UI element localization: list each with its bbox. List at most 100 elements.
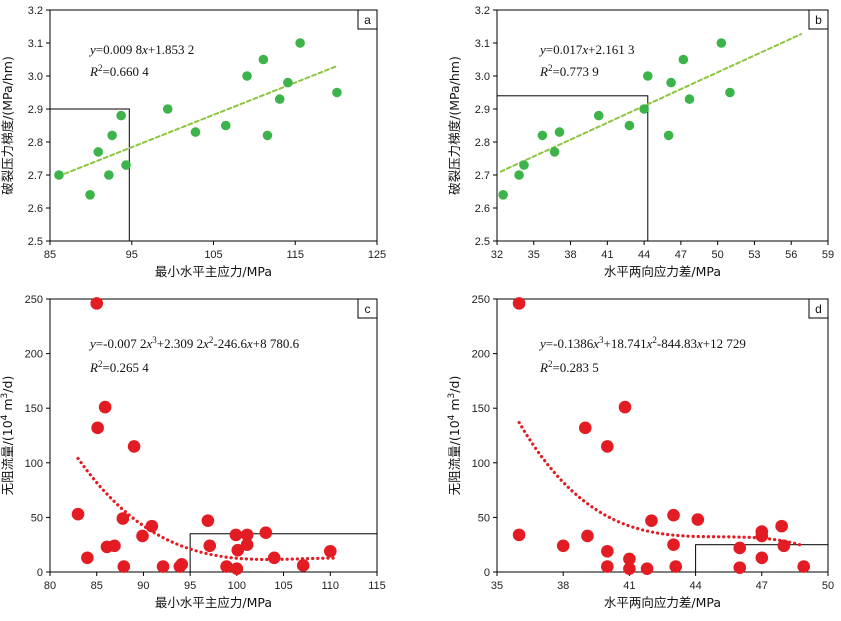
data-point xyxy=(98,400,112,414)
trend-equation: y=-0.1386x3+18.741x2-844.83x+12 729 xyxy=(538,335,746,351)
y-tick-label: 250 xyxy=(472,294,490,306)
y-tick-label: 100 xyxy=(25,458,43,470)
data-point xyxy=(514,170,524,180)
y-tick-label: 2.6 xyxy=(475,203,490,215)
data-point xyxy=(258,54,269,65)
data-point xyxy=(259,526,273,539)
x-tick-label: 100 xyxy=(228,580,246,592)
data-point xyxy=(775,519,788,533)
data-point xyxy=(274,94,285,104)
data-point xyxy=(512,528,526,542)
chart-panel-c: 80 85 90 95 100 105 110 115 0 50 100 150 200 250 最小水平主… xyxy=(0,294,386,610)
data-point xyxy=(642,71,653,81)
y-tick-label: 3.1 xyxy=(475,38,490,50)
y-tick-label: 2.9 xyxy=(475,104,490,116)
x-axis-label: 最小水平主应力/MPa xyxy=(155,595,272,610)
x-tick-label: 110 xyxy=(322,580,340,592)
data-point xyxy=(295,38,305,48)
data-point xyxy=(85,190,95,200)
data-point xyxy=(296,559,310,572)
y-tick-label: 2.8 xyxy=(475,137,490,149)
x-axis-label: 水平两向应力差/MPa xyxy=(604,264,721,279)
data-point xyxy=(323,544,337,558)
x-tick-label: 44 xyxy=(638,249,650,261)
y-axis-label: 无阻流量/(104 m3/d) xyxy=(447,376,462,496)
x-tick-label: 35 xyxy=(491,580,503,592)
data-point xyxy=(519,160,529,170)
panel-letter: d xyxy=(815,302,822,316)
x-tick-label: 53 xyxy=(748,249,760,261)
trend-line xyxy=(76,456,335,562)
data-point xyxy=(91,421,104,435)
x-tick-label: 47 xyxy=(756,580,768,592)
x-tick-label: 41 xyxy=(623,580,635,592)
y-axis-label: 无阻流量/(104 m3/d) xyxy=(0,376,15,496)
data-point xyxy=(121,160,131,170)
y-tick-label: 150 xyxy=(25,403,43,415)
data-point xyxy=(639,104,649,114)
data-point xyxy=(283,77,293,88)
r-squared: R2=0.773 9 xyxy=(539,63,599,79)
x-tick-label: 115 xyxy=(368,580,386,592)
trend-equation: y=0.009 8x+1.853 2 xyxy=(88,42,194,57)
panel-letter-box xyxy=(357,298,378,319)
data-point xyxy=(549,147,560,157)
y-tick-label: 2.6 xyxy=(28,203,43,215)
data-point xyxy=(107,130,117,141)
data-point xyxy=(54,170,64,180)
highlight-box xyxy=(189,533,378,573)
data-point xyxy=(678,54,689,65)
y-tick-label: 2.7 xyxy=(475,170,490,182)
data-point xyxy=(716,38,727,48)
data-point xyxy=(229,528,243,542)
data-point xyxy=(81,551,94,565)
data-point xyxy=(512,297,526,310)
data-point xyxy=(220,120,231,131)
x-tick-label: 90 xyxy=(137,580,149,592)
data-point xyxy=(618,400,632,414)
data-point xyxy=(240,538,254,551)
data-point xyxy=(71,507,85,521)
trend-line xyxy=(517,420,804,547)
y-tick-label: 3.1 xyxy=(28,38,43,50)
data-point xyxy=(755,529,769,543)
y-tick-label: 2.9 xyxy=(28,104,43,116)
data-point xyxy=(601,560,614,573)
data-point xyxy=(201,514,215,527)
panel-letter: a xyxy=(364,13,371,27)
data-point xyxy=(581,529,594,543)
y-axis-label: 破裂压力梯度/(MPa/hm) xyxy=(0,56,15,195)
panel-letter-box xyxy=(808,9,829,30)
data-point xyxy=(104,170,114,180)
trend-equation: y=-0.007 2x3+2.309 2x2-246.6x+8 780.6 xyxy=(88,335,300,351)
y-tick-label: 3.0 xyxy=(475,71,490,83)
data-point xyxy=(601,440,614,453)
data-point xyxy=(601,544,614,558)
highlight-box xyxy=(496,95,649,242)
y-tick-label: 2.8 xyxy=(28,137,43,149)
data-point xyxy=(691,513,705,526)
y-tick-label: 100 xyxy=(472,458,490,470)
x-tick-label: 95 xyxy=(126,249,138,261)
trend-line xyxy=(57,65,338,178)
x-tick-label: 41 xyxy=(601,249,613,261)
x-tick-label: 59 xyxy=(822,249,834,261)
x-tick-label: 44 xyxy=(689,580,701,592)
y-tick-label: 200 xyxy=(25,349,43,361)
data-point xyxy=(684,94,695,104)
x-tick-label: 105 xyxy=(204,249,222,261)
data-point xyxy=(90,297,104,310)
data-point xyxy=(230,562,244,576)
r-squared: R2=0.660 4 xyxy=(89,63,149,79)
y-tick-label: 2.5 xyxy=(475,236,490,248)
chart-panel-d: 35 38 41 44 47 50 0 50 100 150 200 250 水平两向应力差/MPa 无阻… xyxy=(447,294,834,610)
data-point xyxy=(262,130,273,141)
panel-letter-box xyxy=(808,298,829,319)
x-tick-label: 50 xyxy=(822,580,834,592)
x-tick-label: 47 xyxy=(675,249,687,261)
data-point xyxy=(640,562,654,576)
data-point xyxy=(127,440,141,453)
data-point xyxy=(733,561,747,574)
data-point xyxy=(797,560,811,573)
data-point xyxy=(117,560,131,573)
